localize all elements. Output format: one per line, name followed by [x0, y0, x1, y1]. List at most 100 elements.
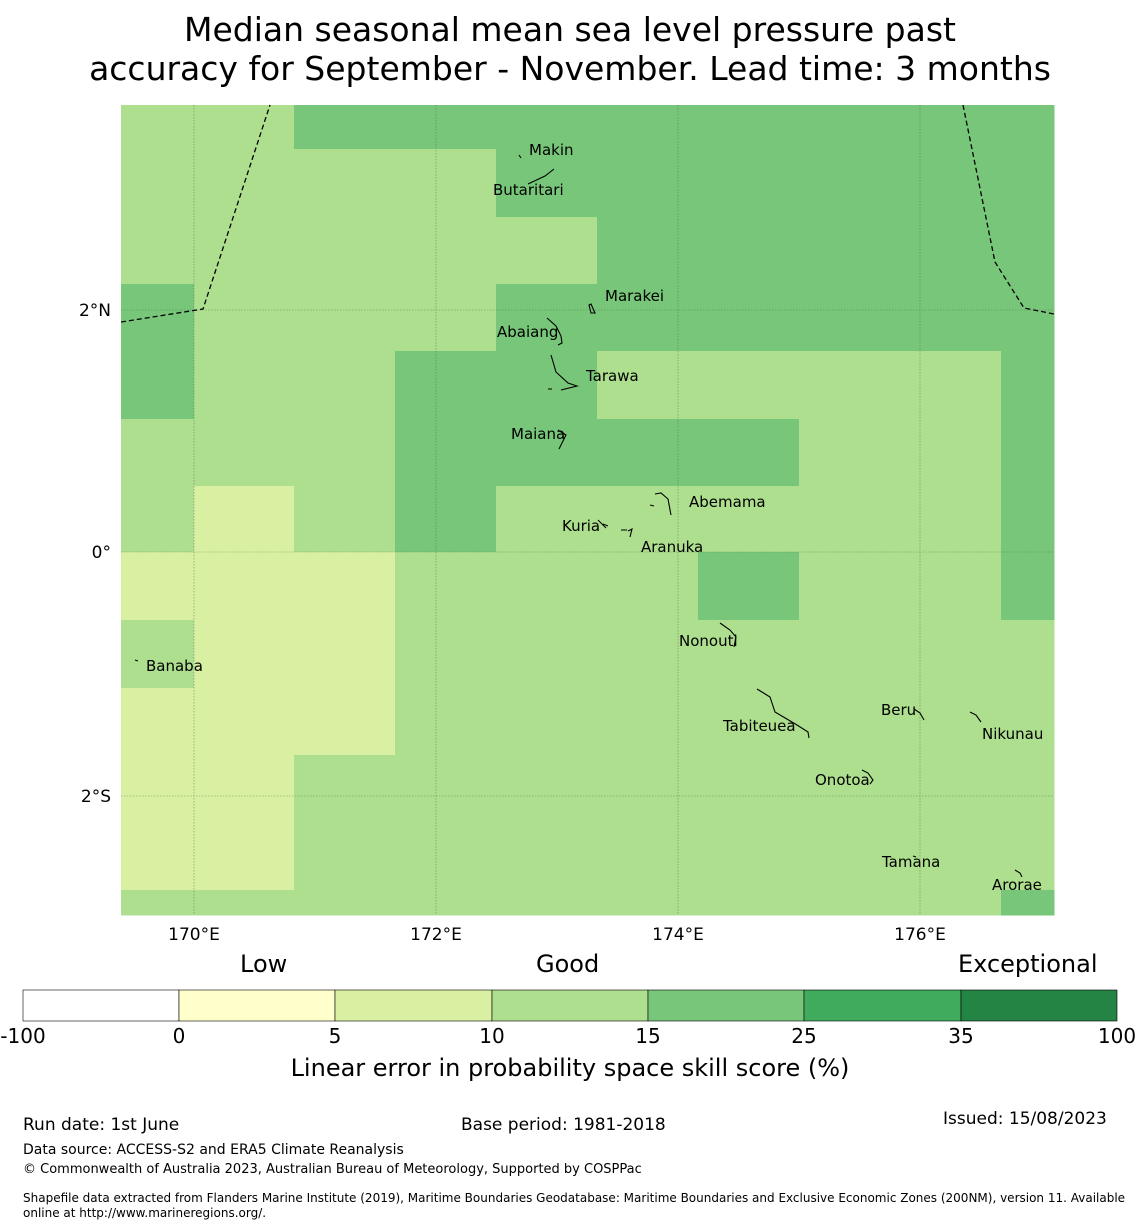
grid-cell: [194, 149, 295, 218]
beru-outline: [913, 708, 925, 721]
tamana-outline: [912, 855, 917, 858]
copyright: © Commonwealth of Australia 2023, Austra…: [23, 1162, 642, 1177]
colorbar-title: Linear error in probability space skill …: [290, 1054, 850, 1082]
colorbar-segment: [178, 989, 336, 1022]
grid-cell: [900, 105, 1002, 150]
grid-cell: [121, 419, 195, 487]
grid-cell: [496, 105, 598, 150]
data-source: Data source: ACCESS-S2 and ERA5 Climate …: [23, 1142, 404, 1158]
maiana-outline: [557, 429, 567, 450]
island-label-tabiteuea: Tabiteuea: [722, 717, 796, 735]
grid-cell: [395, 284, 497, 352]
title-line-1: Median seasonal mean sea level pressure …: [184, 10, 956, 49]
grid-cell: [1001, 284, 1055, 352]
grid-cell: [496, 149, 598, 218]
grid-cell: [121, 620, 195, 689]
grid-cell: [597, 105, 699, 150]
tabiteuea-outline: [756, 688, 810, 739]
island-label-onotoa: Onotoa: [815, 771, 870, 789]
colorbar-segment: [647, 989, 805, 1022]
grid-cell: [395, 105, 497, 150]
grid-cell: [496, 755, 598, 823]
grid-cell: [496, 552, 598, 621]
colorbar-segment: [803, 989, 962, 1022]
grid-cell: [900, 486, 1002, 553]
grid-cell: [1001, 419, 1055, 487]
colorbar-label-good: Good: [536, 950, 600, 978]
grid-cell: [1001, 688, 1055, 756]
grid-cell: [395, 351, 497, 420]
colorbar-tick-label: 0: [172, 1024, 186, 1048]
grid-cell: [698, 755, 800, 823]
grid-cell: [1001, 755, 1055, 823]
grid-cell: [698, 552, 800, 621]
grid-cell: [597, 486, 699, 553]
grid-cell: [799, 688, 901, 756]
grid-cell: [1001, 620, 1055, 689]
colorbar-tick-label: 100: [1097, 1024, 1137, 1048]
island-label-abemama: Abemama: [689, 493, 766, 511]
issued-date: Issued: 15/08/2023: [943, 1109, 1107, 1129]
grid-cell: [496, 688, 598, 756]
grid-cell: [294, 890, 396, 916]
grid-cell: [900, 419, 1002, 487]
grid-cell: [294, 284, 396, 352]
grid-cell: [294, 217, 396, 285]
grid-cell: [698, 890, 800, 916]
grid-cell: [799, 755, 901, 823]
grid-cell: [194, 351, 295, 420]
grid-cell: [395, 419, 497, 487]
colorbar-tick-label: 35: [948, 1024, 974, 1048]
island-label-kuria: Kuria: [562, 517, 600, 535]
colorbar-tick-label: 25: [791, 1024, 817, 1048]
grid-cell: [496, 217, 598, 285]
island-label-nikunau: Nikunau: [982, 725, 1043, 743]
lat-tick-label: 2°S: [81, 787, 111, 807]
grid-cell: [799, 620, 901, 689]
tarawa-outline: [548, 354, 579, 391]
grid-cell: [194, 688, 295, 756]
grid-cell: [799, 486, 901, 553]
grid-cell: [194, 486, 295, 553]
nikunau-outline: [969, 711, 982, 723]
grid-cell: [121, 217, 195, 285]
shapefile-credit-2: online at http://www.marineregions.org/.: [23, 1206, 267, 1220]
grid-cell: [121, 822, 195, 891]
grid-cell: [698, 419, 800, 487]
abaiang-outline: [546, 317, 563, 346]
island-labels: Makin Butaritari Marakei Abaiang Tarawa Maian…: [146, 141, 1043, 894]
island-label-butaritari: Butaritari: [493, 181, 564, 199]
grid-cell: [121, 149, 195, 218]
grid-cell: [799, 149, 901, 218]
grid-cell: [121, 105, 195, 150]
island-label-aranuka: Aranuka: [641, 538, 703, 556]
shapefile-credit-1: Shapefile data extracted from Flanders M…: [23, 1191, 1126, 1205]
island-label-abaiang: Abaiang: [497, 323, 558, 341]
grid-cell: [597, 419, 699, 487]
grid-cell: [194, 217, 295, 285]
grid-cell: [597, 284, 699, 352]
marakei-outline: [588, 303, 596, 314]
grid-cell: [900, 149, 1002, 218]
grid-cell: [597, 149, 699, 218]
island-label-tarawa: Tarawa: [585, 367, 639, 385]
arorae-outline: [1014, 869, 1023, 878]
colorbar-segment: [22, 989, 180, 1022]
grid-cell: [1001, 822, 1055, 891]
grid-cell: [395, 552, 497, 621]
colorbar-tick-label: 10: [479, 1024, 505, 1048]
grid-cell: [294, 486, 396, 553]
grid-cell: [395, 890, 497, 916]
makin-outline: [518, 154, 555, 185]
colorbar: [22, 989, 1118, 1022]
grid-cell: [395, 149, 497, 218]
grid-cell: [900, 217, 1002, 285]
onotoa-outline: [861, 769, 874, 785]
grid-cell: [395, 755, 497, 823]
nonouti-outline: [719, 622, 737, 648]
grid-cell: [121, 890, 195, 916]
grid-cell: [698, 217, 800, 285]
grid-cell: [496, 890, 598, 916]
grid-cell: [799, 351, 901, 420]
island-label-nonouti: Nonouti: [679, 632, 738, 650]
